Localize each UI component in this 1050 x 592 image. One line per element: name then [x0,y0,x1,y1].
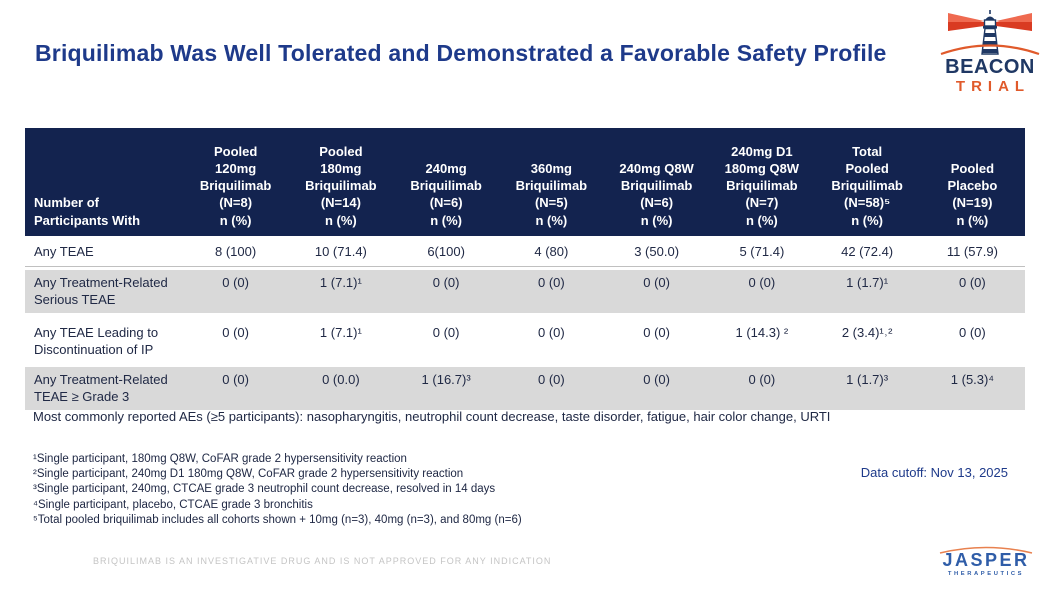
table-cell: 0 (0) [222,371,249,387]
table-cell: 10 (71.4) [288,239,394,267]
jasper-therapeutics-logo: JASPER THERAPEUTICS [936,541,1036,578]
common-aes-note: Most commonly reported AEs (≥5 participa… [33,409,831,424]
jasper-arc-icon [939,546,1033,554]
data-cutoff-label: Data cutoff: Nov 13, 2025 [860,465,1008,480]
page-title: Briquilimab Was Well Tolerated and Demon… [35,40,887,66]
table-cell: 1 (1.7)³ [846,371,889,387]
table-cell: 0 (0) [538,371,565,387]
column-header-240mg: 240mg Briquilimab (N=6) n (%) [393,128,499,236]
beacon-trial-logo: BEACON TRIAL [938,8,1042,96]
table-cell: 0 (0) [432,275,460,290]
trial-logo-text: TRIAL [955,78,1031,95]
row-label: Any TEAE [25,239,183,267]
column-header-total-pooled: Total Pooled Briquilimab (N=58)⁵ n (%) [814,128,920,236]
table-cell: 0 (0) [643,275,670,290]
table-cell: 6(100) [393,239,499,267]
table-cell: 0 (0.0) [322,371,360,387]
table-cell: 0 (0) [643,324,670,340]
footnote-3: ³Single participant, 240mg, CTCAE grade … [33,483,496,496]
table-cell: 1 (1.7)¹ [846,275,889,290]
table-cell: 0 (0) [643,371,670,387]
footnote-5: ⁵Total pooled briquilimab includes all c… [33,513,522,526]
table-row-treatment-related-serious-teae: Any Treatment-Related Serious TEAE 0 (0)… [25,270,1025,313]
row-label: Any Treatment-Related Serious TEAE [34,275,168,307]
table-row-teae-discontinuation: Any TEAE Leading to Discontinuation of I… [25,315,1025,364]
column-header-pooled-placebo: Pooled Placebo (N=19) n (%) [919,128,1025,236]
table-row-treatment-related-teae-grade3: Any Treatment-Related TEAE ≥ Grade 3 0 (… [25,366,1025,410]
table-cell: 0 (0) [959,275,986,290]
table-cell: 0 (0) [748,371,776,387]
column-header-360mg: 360mg Briquilimab (N=5) n (%) [498,128,604,236]
safety-table: Number of Participants With Pooled 120mg… [25,125,1025,413]
table-row-any-teae: Any TEAE 8 (100) 10 (71.4) 6(100) 4 (80)… [25,239,1025,267]
table-cell: 0 (0) [432,324,460,340]
table-cell: 4 (80) [498,239,604,267]
footnote-4: ⁴Single participant, placebo, CTCAE grad… [33,498,313,511]
table-cell: 8 (100) [183,239,289,267]
table-cell: 1 (16.7)³ [421,371,471,387]
beacon-logo-text: BEACON [945,56,1035,78]
footnotes-block: ¹Single participant, 180mg Q8W, CoFAR gr… [33,452,522,528]
table-cell: 1 (7.1)¹ [319,324,362,340]
table-cell: 0 (0) [222,275,249,290]
row-label: Any TEAE Leading to Discontinuation of I… [34,324,159,357]
row-label: Any Treatment-Related TEAE ≥ Grade 3 [34,371,168,404]
table-cell: 1 (7.1)¹ [319,275,362,290]
table-cell: 0 (0) [222,324,249,340]
table-cell: 0 (0) [538,275,565,290]
table-cell: 0 (0) [538,324,565,340]
jasper-logo-text: JASPER [942,550,1030,570]
table-cell: 0 (0) [959,324,986,340]
table-cell: 3 (50.0) [604,239,710,267]
table-corner-header: Number of Participants With [25,128,183,236]
table-cell: 0 (0) [748,275,776,290]
table-header-row: Number of Participants With Pooled 120mg… [25,128,1025,236]
column-header-pooled-120mg: Pooled 120mg Briquilimab (N=8) n (%) [183,128,289,236]
table-cell: 1 (5.3)⁴ [950,371,994,387]
table-cell: 11 (57.9) [919,239,1025,267]
column-header-pooled-180mg: Pooled 180mg Briquilimab (N=14) n (%) [288,128,394,236]
column-header-240mg-d1-180mg-q8w: 240mg D1 180mg Q8W Briquilimab (N=7) n (… [709,128,815,236]
table-cell: 42 (72.4) [814,239,920,267]
investigative-drug-disclaimer: BRIQUILIMAB IS AN INVESTIGATIVE DRUG AND… [93,556,552,566]
lighthouse-beacon-icon [940,10,1040,56]
jasper-logo-subtext: THERAPEUTICS [947,571,1025,577]
safety-table-container: Number of Participants With Pooled 120mg… [25,125,1025,413]
table-cell: 2 (3.4)¹˒² [841,324,893,340]
footnote-2: ²Single participant, 240mg D1 180mg Q8W,… [33,468,464,481]
table-cell: 1 (14.3) ² [735,324,789,340]
table-cell: 5 (71.4) [709,239,815,267]
footnote-1: ¹Single participant, 180mg Q8W, CoFAR gr… [33,453,407,465]
column-header-240mg-q8w: 240mg Q8W Briquilimab (N=6) n (%) [604,128,710,236]
